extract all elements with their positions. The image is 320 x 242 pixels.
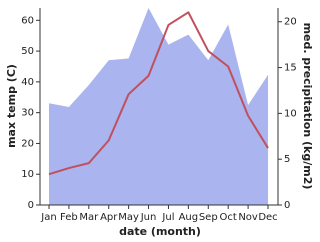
y-tick-label: 0 bbox=[28, 200, 34, 211]
x-tick-label: Mar bbox=[79, 212, 99, 223]
x-tick-label: Jan bbox=[40, 212, 56, 223]
y-tick-label: 40 bbox=[21, 77, 34, 88]
y-tick-label: 30 bbox=[21, 108, 34, 119]
y2-tick-label: 0 bbox=[284, 200, 290, 211]
x-tick-label: Jul bbox=[161, 212, 174, 223]
x-tick-label: Aug bbox=[179, 212, 199, 223]
x-tick-label: Dec bbox=[258, 212, 277, 223]
y-tick-label: 10 bbox=[21, 169, 34, 180]
y2-tick-label: 15 bbox=[284, 63, 297, 74]
x-axis-label: date (month) bbox=[119, 225, 201, 238]
y-tick-label: 20 bbox=[21, 138, 34, 149]
x-tick-label: Oct bbox=[220, 212, 237, 223]
y-tick-label: 60 bbox=[21, 15, 34, 26]
y2-tick-label: 5 bbox=[284, 154, 290, 165]
x-tick-label: Nov bbox=[238, 212, 258, 223]
y2-tick-label: 10 bbox=[284, 108, 297, 119]
precipitation-area bbox=[49, 8, 268, 205]
y2-axis-label: med. precipitation (kg/m2) bbox=[301, 23, 314, 190]
y2-tick-label: 20 bbox=[284, 17, 297, 28]
x-tick-label: Feb bbox=[60, 212, 78, 223]
y-tick-label: 50 bbox=[21, 46, 34, 57]
x-tick-label: May bbox=[118, 212, 139, 223]
temp-line bbox=[48, 11, 269, 176]
x-tick-label: Apr bbox=[100, 212, 118, 223]
x-tick-label: Jun bbox=[140, 212, 157, 223]
x-tick-label: Sep bbox=[199, 212, 218, 223]
y-axis-label: max temp (C) bbox=[5, 64, 18, 148]
